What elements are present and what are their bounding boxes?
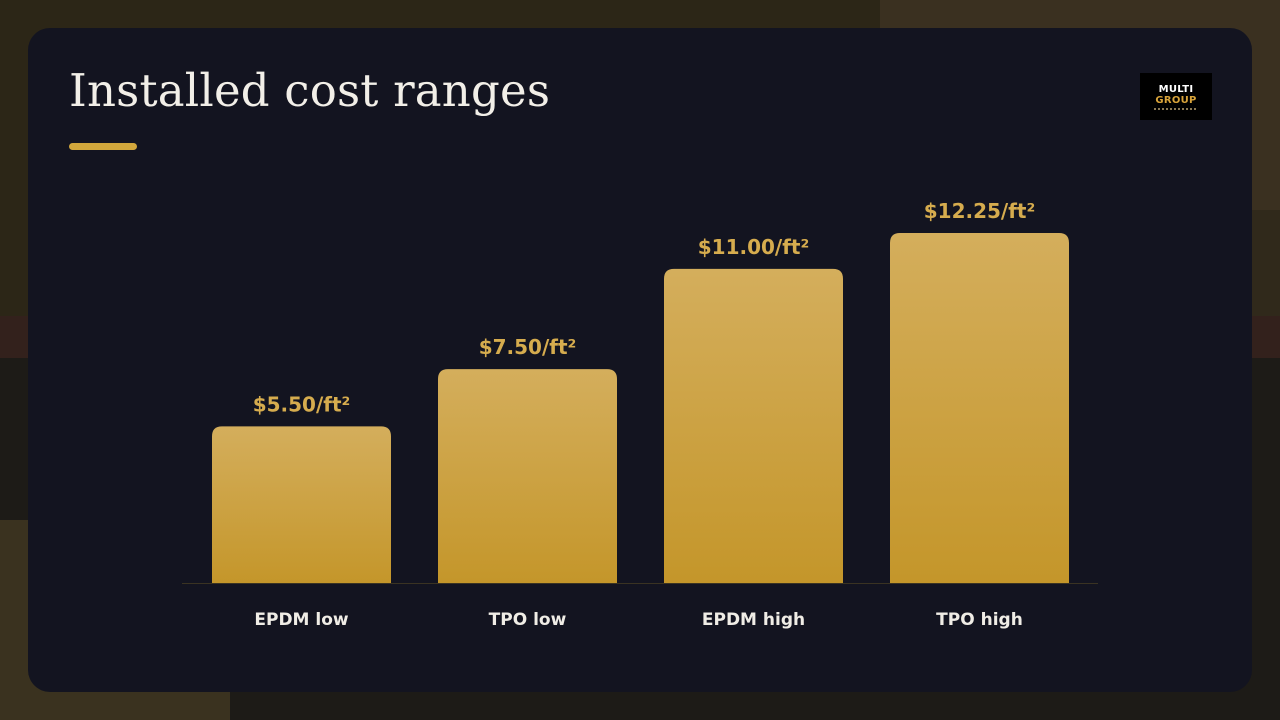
bar-epdm-low: [212, 426, 391, 584]
category-label: EPDM low: [254, 610, 349, 630]
category-label: TPO high: [936, 610, 1023, 630]
slide-title: Installed cost ranges: [69, 64, 551, 117]
category-label: EPDM high: [702, 610, 805, 630]
data-label: $5.50/ft²: [253, 392, 351, 416]
data-label: $12.25/ft²: [924, 199, 1036, 223]
logo-text-group: GROUP: [1155, 94, 1197, 106]
logo-tagline-mark: [1154, 107, 1198, 110]
brand-logo: MULTI GROUP: [1140, 73, 1212, 120]
bar-tpo-high: [890, 233, 1069, 584]
title-underline: [69, 143, 137, 150]
logo-text-multi: MULTI: [1158, 83, 1194, 95]
bar-epdm-high: [664, 268, 843, 584]
data-label: $7.50/ft²: [479, 335, 577, 359]
data-label: $11.00/ft²: [698, 235, 810, 259]
category-label: TPO low: [489, 610, 567, 630]
bar-tpo-low: [438, 369, 617, 584]
